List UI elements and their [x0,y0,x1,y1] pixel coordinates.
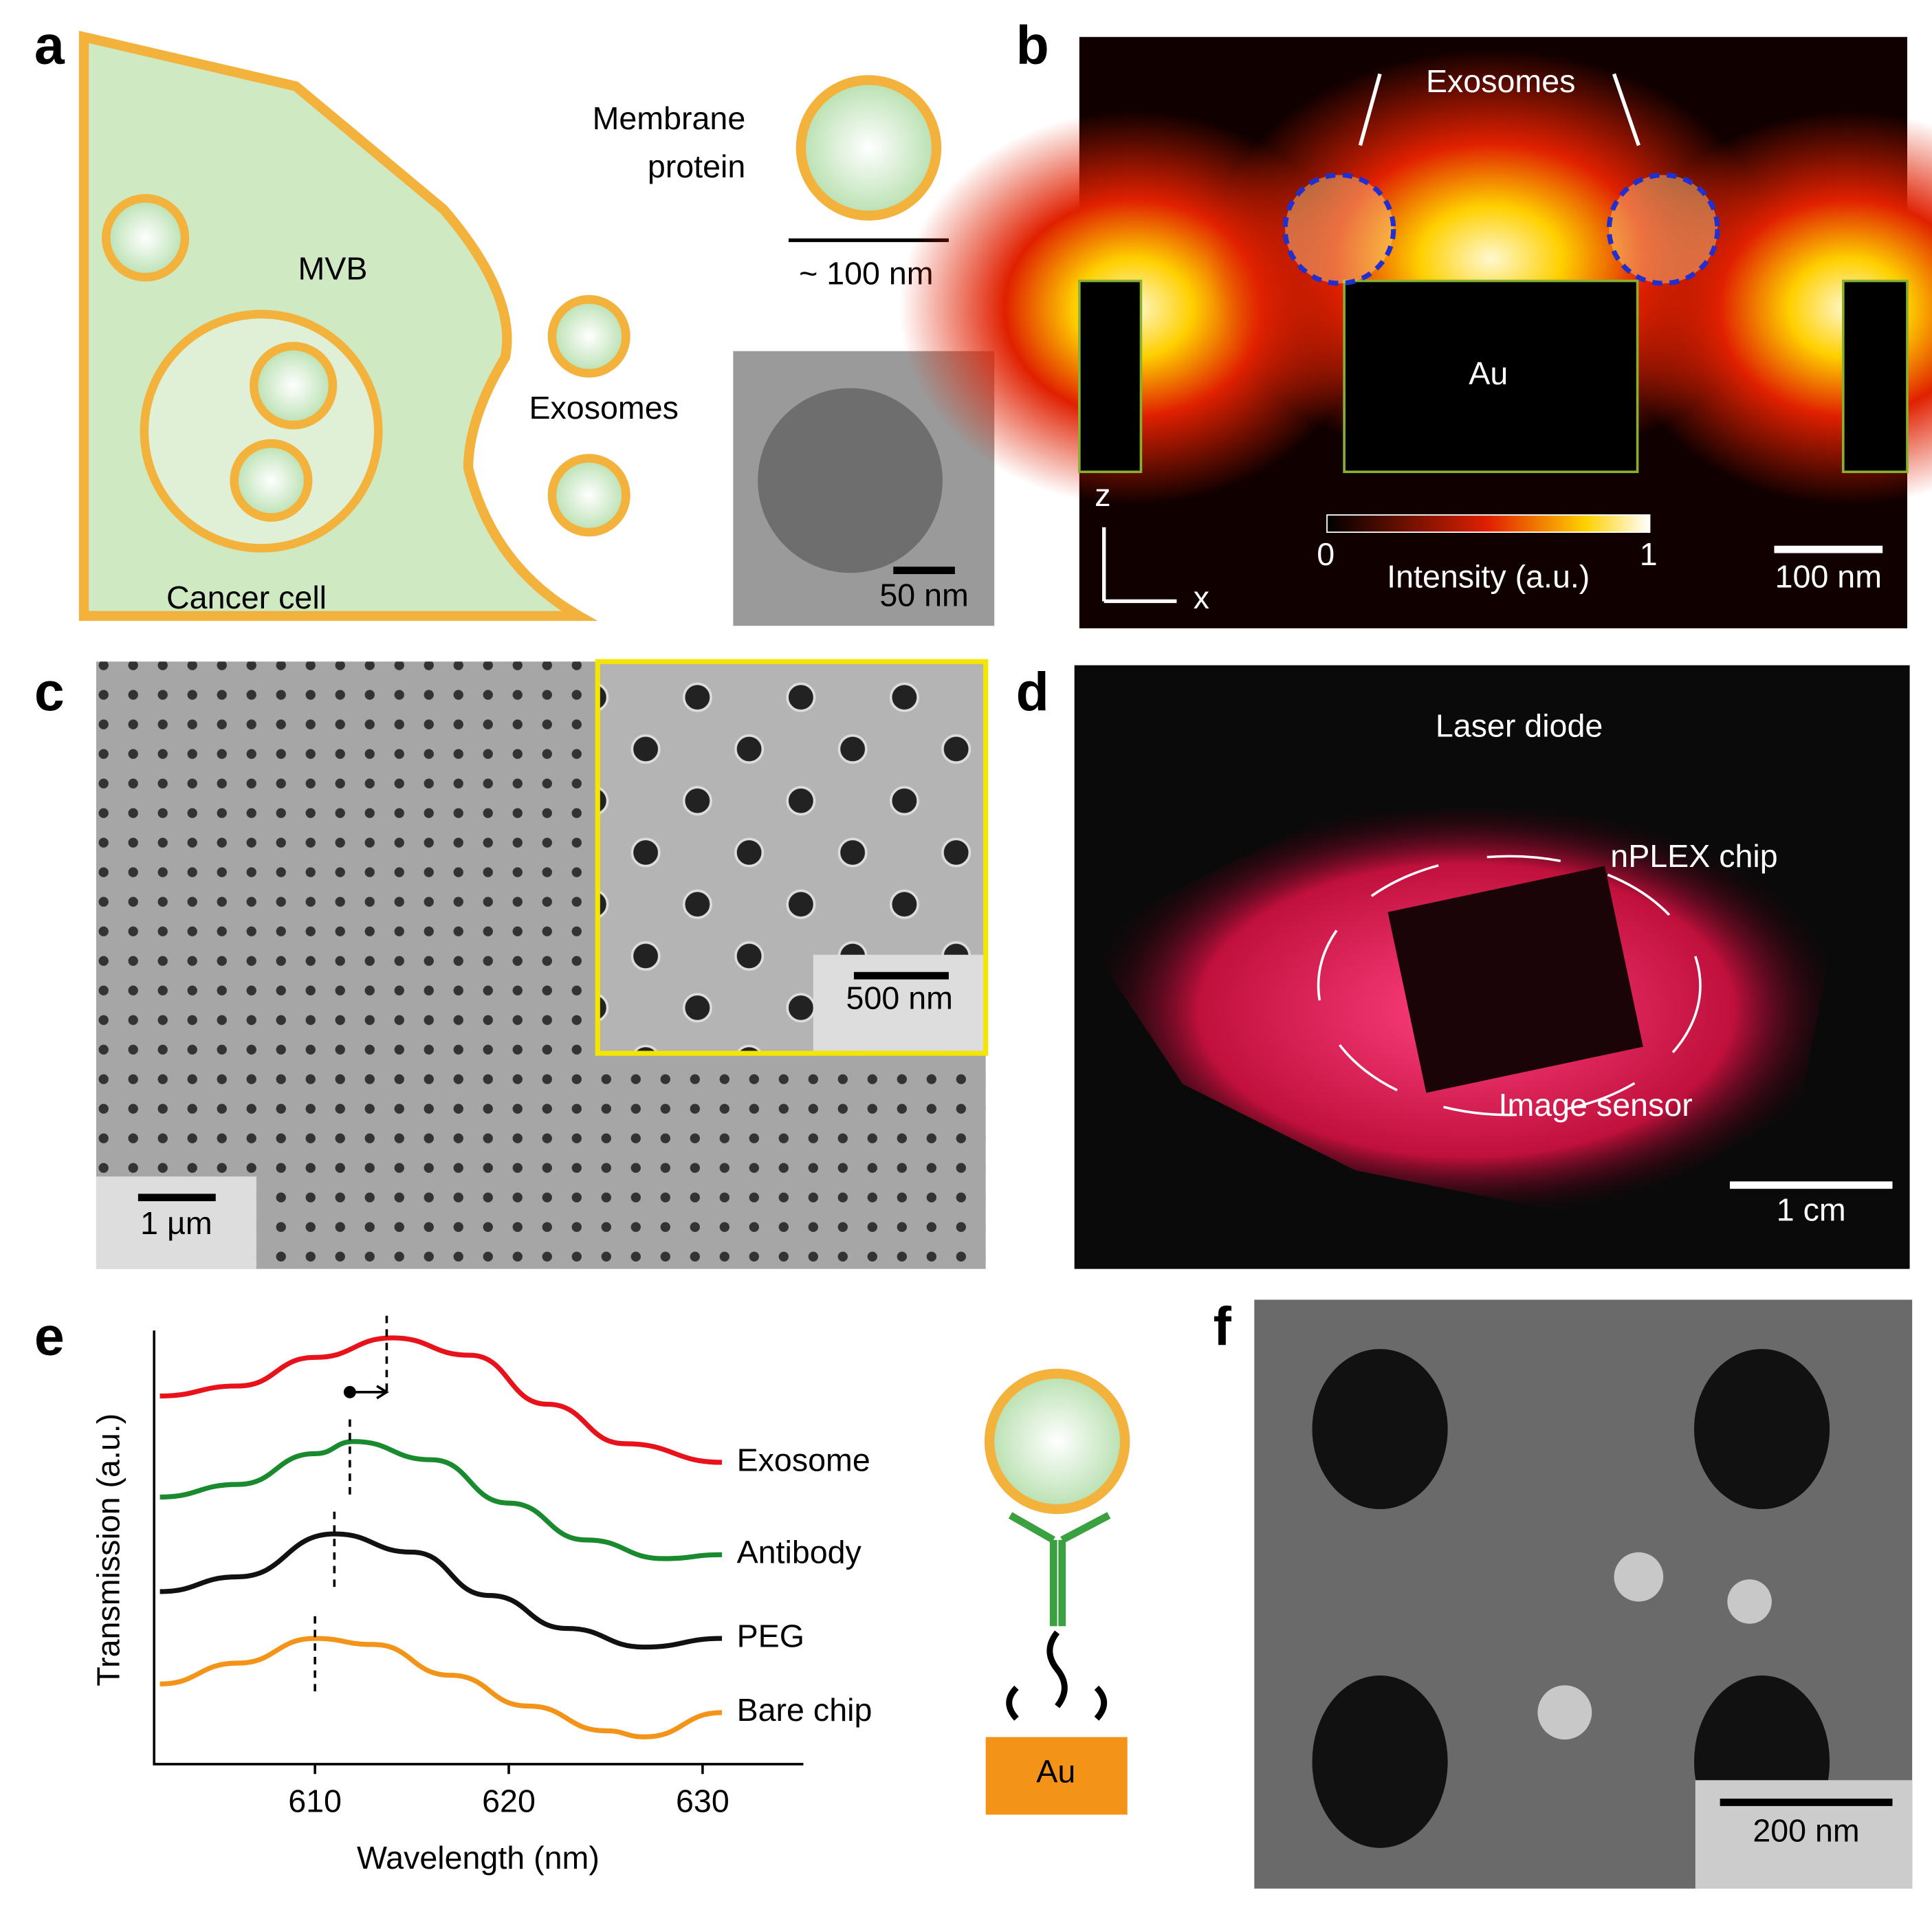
scale-label: 1 cm [1777,1192,1846,1228]
scale-label: 1 µm [140,1205,212,1241]
axis [153,1330,804,1766]
panel-c: c 500 nm 1 µm [34,659,989,1269]
panel-d: d Laser diode nPLEX chip Image sensor 1 … [1016,661,1910,1269]
panel-label: b [1016,15,1049,76]
label: Image sensor [1499,1087,1693,1123]
panel-label: c [34,661,65,722]
label: Exosomes [1426,63,1575,99]
legend-label: Exosome [737,1442,870,1477]
panel-b: b Exosomes Au 0 1 Intensity (a.u.) 100 n… [899,15,1932,628]
shift-arrow [349,1385,389,1400]
label: Au [1469,355,1508,391]
axis-label: x [1194,580,1209,615]
spectrum-line [160,1531,723,1650]
x-tick-label: 610 [288,1783,342,1819]
scale-label: 100 nm [1775,558,1882,594]
panel-a: a Membrane protein ~ 100 nm MVB Exosomes… [34,15,995,626]
colorbar-title: Intensity (a.u.) [1387,558,1590,594]
label: Membrane [593,100,746,136]
legend-label: Antibody [737,1535,862,1570]
panel-label: f [1214,1296,1232,1356]
spectrum-line [160,1636,723,1739]
legend-label: PEG [737,1618,804,1653]
x-tick-label: 630 [676,1783,729,1819]
panel-label: d [1016,661,1049,722]
panel-e: e Wavelength (nm) Transmission (a.u.) Au… [34,1306,1130,1876]
panel-f: f 200 nm [1214,1296,1913,1889]
label: Cancer cell [166,580,327,615]
scale-label: 50 nm [879,577,968,613]
colorbar-label: 1 [1640,536,1658,572]
x-axis-title: Wavelength (nm) [357,1840,600,1876]
scale-label: 500 nm [846,980,953,1015]
label: Exosomes [529,390,678,426]
spectrum-line [160,1335,723,1465]
panel-label: e [34,1306,65,1366]
scale-label: 200 nm [1753,1813,1859,1849]
label: Laser diode [1436,707,1603,743]
label: MVB [298,251,368,287]
axis-label: z [1095,477,1110,513]
legend-label: Bare chip [737,1692,872,1728]
label: protein [648,149,745,184]
colorbar-label: 0 [1317,536,1335,572]
label: nPLEX chip [1610,838,1777,874]
y-axis-title: Transmission (a.u.) [91,1414,127,1686]
x-tick-label: 620 [482,1783,536,1819]
spectrum-line [160,1439,723,1561]
panel-label: a [34,15,65,76]
label: Au [1036,1754,1075,1790]
